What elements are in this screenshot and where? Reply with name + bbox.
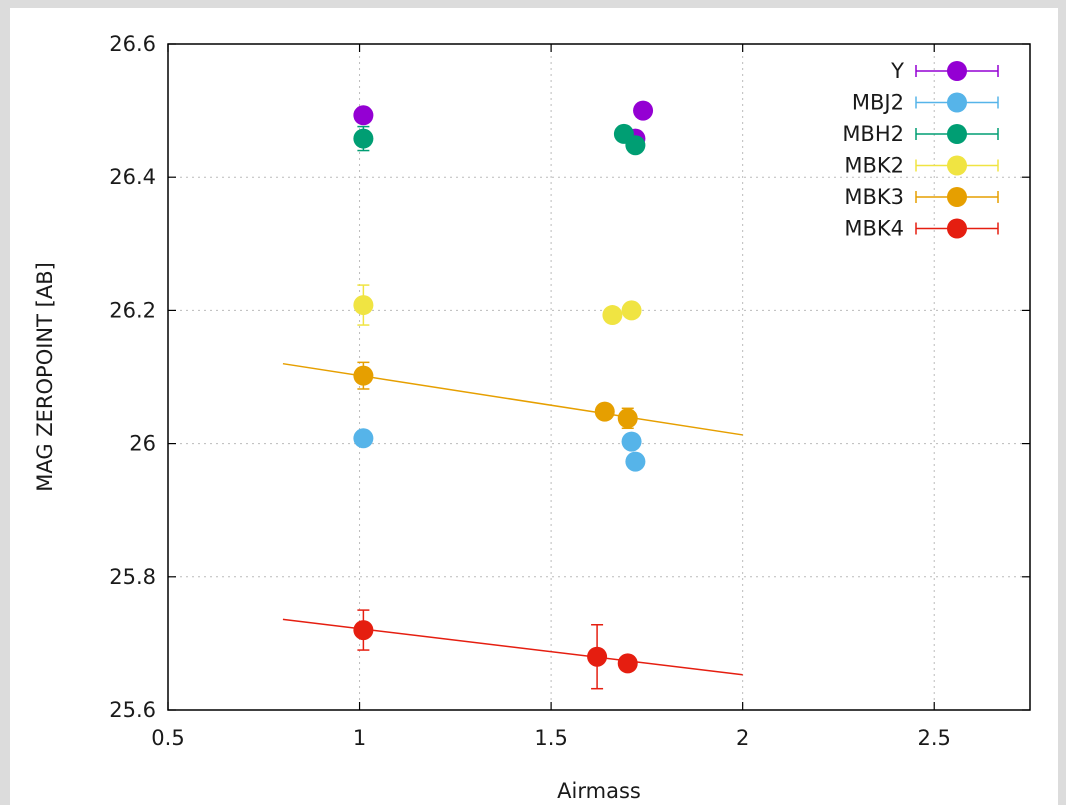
x-tick-label: 1 [353, 726, 366, 750]
chart-canvas: 25.6 25.8 26 26.2 26.4 26.6 0.5 1 1.5 2 2.5 Y MBJ2 M… [10, 8, 1058, 805]
y-axis-title: MAG ZEROPOINT [AB] [33, 262, 57, 492]
data-point-mbk3 [353, 365, 374, 386]
scatter-plot: 25.6 25.8 26 26.2 26.4 26.6 0.5 1 1.5 2 2.5 Y MBJ2 M… [33, 32, 1031, 803]
y-tick-label: 26.6 [109, 32, 156, 56]
x-axis-title: Airmass [557, 779, 641, 803]
data-point-mbh2 [353, 128, 374, 149]
x-tick-label: 0.5 [151, 726, 184, 750]
data-point-mbk2 [353, 295, 374, 316]
legend-marker-mbk4 [947, 218, 967, 239]
fit-line-mbk3 [282, 362, 743, 436]
x-tick-label: 1.5 [534, 726, 567, 750]
legend-label-mbk4: MBK4 [844, 217, 904, 241]
y-tick-label: 26 [129, 432, 156, 456]
data-point-mbk3 [594, 401, 615, 422]
legend-label-mbk3: MBK3 [844, 185, 904, 209]
data-point-mbk4 [617, 653, 638, 674]
data-point-mbj2 [621, 431, 642, 452]
fit-line-mbk4 [282, 618, 743, 676]
legend-label-mbh2: MBH2 [842, 122, 904, 146]
legend-marker-mbk2 [947, 155, 967, 176]
y-tick-label: 25.8 [109, 565, 156, 589]
data-point-y [353, 105, 374, 126]
data-point-mbk4 [587, 646, 608, 667]
y-tick-label: 26.4 [109, 165, 156, 189]
data-point-mbj2 [625, 451, 646, 472]
legend-label-mbj2: MBJ2 [852, 91, 904, 115]
data-point-mbj2 [353, 428, 374, 449]
data-point-mbk3 [617, 408, 638, 429]
legend: Y MBJ2 MBH2 MBK2 MBK3 MBK4 [842, 59, 999, 241]
data-point-mbk2 [621, 300, 642, 321]
legend-marker-mbk3 [947, 187, 967, 207]
y-tick-label: 26.2 [109, 298, 156, 322]
data-point-mbk2 [602, 305, 623, 326]
y-tick-label: 25.6 [109, 698, 156, 722]
legend-label-mbk2: MBK2 [844, 154, 904, 178]
data-point-mbh2 [625, 135, 646, 156]
data-point-y [633, 100, 654, 121]
legend-marker-mbh2 [947, 124, 967, 144]
x-tick-label: 2.5 [918, 726, 951, 750]
legend-marker-y [947, 61, 967, 81]
axis-ticks: 25.6 25.8 26 26.2 26.4 26.6 0.5 1 1.5 2 2.5 [109, 32, 1030, 750]
legend-marker-mbj2 [947, 92, 967, 113]
data-point-mbk4 [353, 620, 374, 641]
data-points [353, 100, 654, 674]
error-bars [357, 125, 634, 690]
x-tick-label: 2 [736, 726, 749, 750]
plot-border [167, 43, 1031, 711]
legend-label-y: Y [890, 59, 904, 83]
fit-lines [282, 362, 743, 676]
